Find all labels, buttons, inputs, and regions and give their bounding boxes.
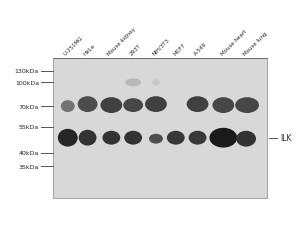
Text: 70kDa: 70kDa: [19, 104, 39, 109]
Ellipse shape: [235, 98, 259, 114]
Ellipse shape: [187, 97, 208, 113]
Text: A-549: A-549: [193, 42, 208, 57]
Ellipse shape: [78, 97, 98, 113]
Text: Mouse heart: Mouse heart: [220, 29, 248, 57]
Text: MCF7: MCF7: [172, 42, 186, 57]
Text: NIH/3T3: NIH/3T3: [152, 37, 170, 57]
Ellipse shape: [123, 99, 143, 113]
Ellipse shape: [152, 80, 160, 86]
Text: Mouse lung: Mouse lung: [243, 31, 268, 57]
Text: 293T: 293T: [129, 43, 142, 57]
Ellipse shape: [167, 131, 185, 145]
Ellipse shape: [61, 101, 75, 113]
Ellipse shape: [189, 131, 206, 145]
Ellipse shape: [209, 128, 237, 148]
Ellipse shape: [145, 97, 167, 113]
Text: 35kDa: 35kDa: [19, 164, 39, 169]
Ellipse shape: [58, 129, 78, 147]
Ellipse shape: [102, 131, 120, 145]
Text: Mouse kidney: Mouse kidney: [107, 26, 137, 57]
Text: ILK: ILK: [280, 134, 291, 143]
Text: 130kDa: 130kDa: [15, 69, 39, 74]
Ellipse shape: [212, 98, 234, 114]
Bar: [53, 58, 267, 198]
Text: HeLa: HeLa: [83, 43, 97, 57]
Ellipse shape: [100, 98, 122, 114]
Text: 55kDa: 55kDa: [19, 125, 39, 130]
Ellipse shape: [236, 131, 256, 147]
Ellipse shape: [125, 79, 141, 87]
Text: U-251MG: U-251MG: [62, 35, 84, 57]
Ellipse shape: [79, 130, 97, 146]
Ellipse shape: [124, 131, 142, 145]
Text: 100kDa: 100kDa: [15, 81, 39, 86]
Text: 40kDa: 40kDa: [19, 150, 39, 155]
Ellipse shape: [149, 134, 163, 144]
